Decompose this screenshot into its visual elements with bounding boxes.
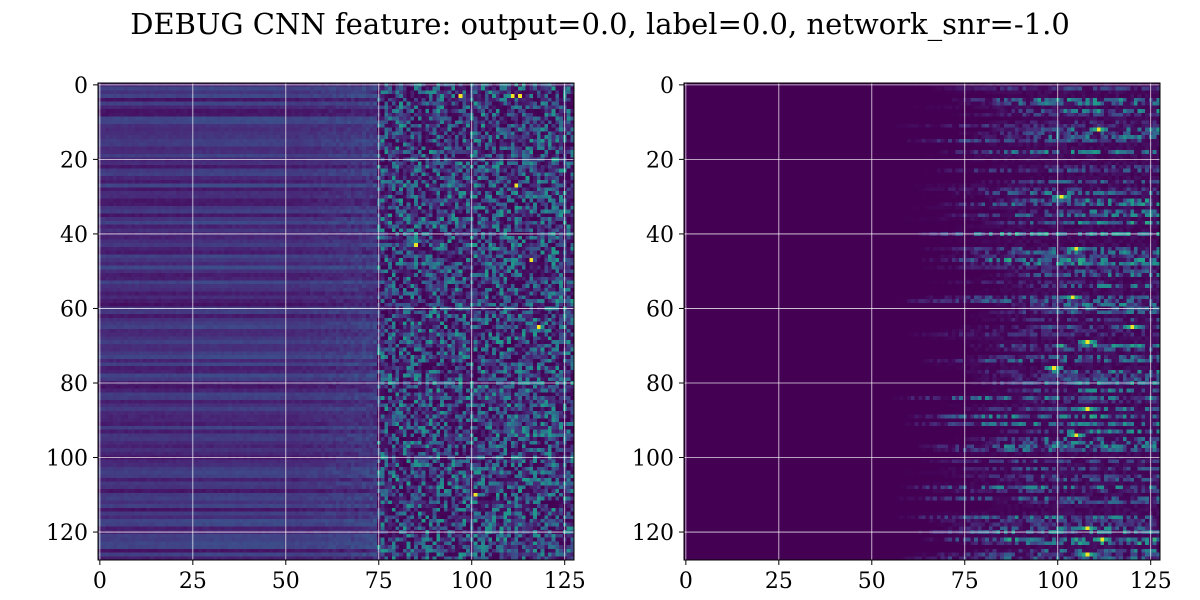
- y-tick-label: 100: [632, 447, 674, 472]
- heatmap-image-right: [684, 83, 1160, 560]
- y-tick-label: 100: [46, 447, 88, 472]
- y-tick-label: 60: [60, 297, 88, 322]
- heatmap-image-left: [98, 83, 574, 560]
- x-tick-label: 125: [544, 569, 586, 594]
- figure-title: DEBUG CNN feature: output=0.0, label=0.0…: [130, 7, 1070, 41]
- x-tick-label: 100: [451, 569, 493, 594]
- x-tick-label: 50: [272, 569, 300, 594]
- x-tick-label: 75: [951, 569, 979, 594]
- x-tick-label: 25: [765, 569, 793, 594]
- x-tick-label: 125: [1130, 569, 1172, 594]
- x-tick-label: 100: [1037, 569, 1079, 594]
- x-tick-label: 25: [179, 569, 207, 594]
- heatmap-panel-right: 0 25 50 75 100 125 0 20 40 60 80 100 120: [632, 74, 1172, 594]
- y-tick-label: 0: [74, 74, 88, 99]
- y-tick-label: 60: [646, 297, 674, 322]
- y-tick-label: 40: [646, 223, 674, 248]
- y-tick-label: 120: [46, 521, 88, 546]
- y-tick-label: 0: [660, 74, 674, 99]
- y-tick-label: 80: [60, 372, 88, 397]
- y-tick-label: 80: [646, 372, 674, 397]
- heatmap-panel-left: 0 25 50 75 100 125 0 20 40 60 80 100 120: [46, 74, 586, 594]
- y-tick-label: 120: [632, 521, 674, 546]
- x-tick-label: 75: [365, 569, 393, 594]
- axes-frame: [97, 82, 575, 561]
- x-tick-label: 50: [858, 569, 886, 594]
- y-tick-label: 20: [646, 148, 674, 173]
- y-tick-label: 40: [60, 223, 88, 248]
- x-tick-label: 0: [679, 569, 693, 594]
- x-tick-label: 0: [93, 569, 107, 594]
- y-tick-label: 20: [60, 148, 88, 173]
- axes-frame: [683, 82, 1161, 561]
